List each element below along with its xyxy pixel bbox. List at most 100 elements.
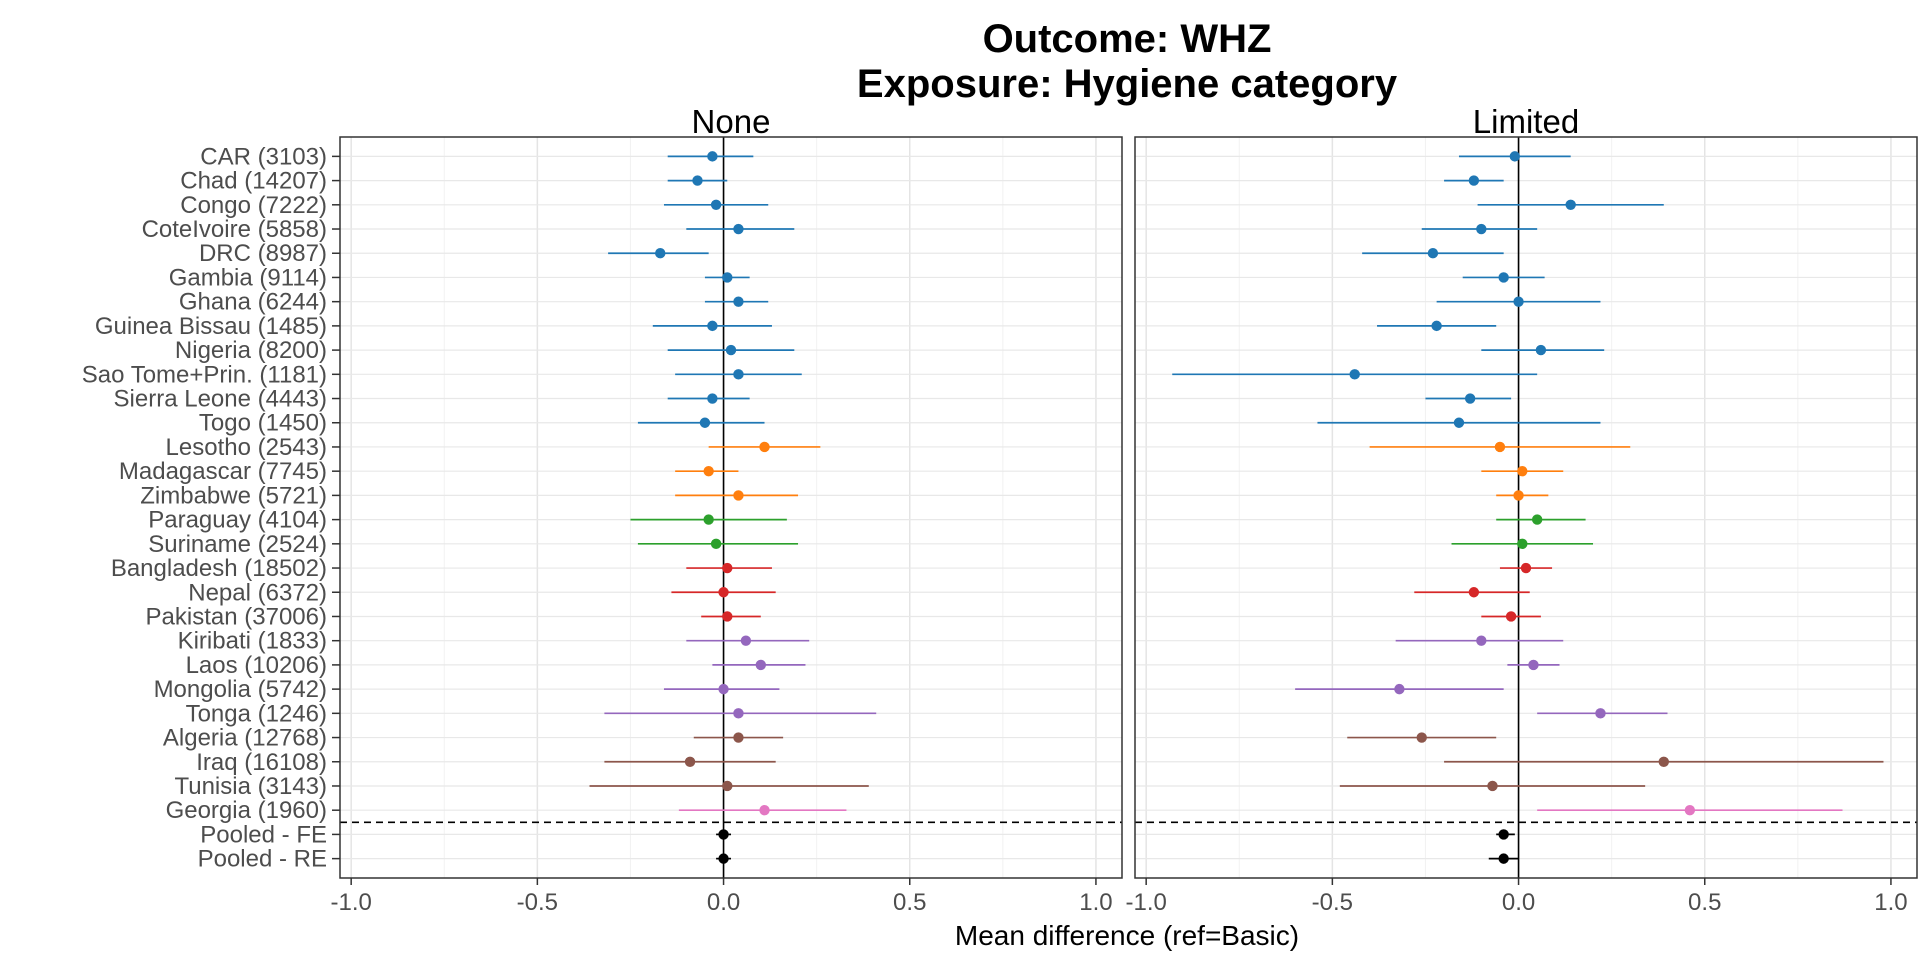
estimate-point: [1394, 683, 1405, 695]
y-tick-label: Paraguay (4104): [148, 507, 327, 534]
chart-subtitle: Exposure: Hygiene category: [857, 62, 1398, 106]
estimate-point: [1531, 514, 1543, 525]
estimate-point: [707, 151, 718, 162]
y-tick-label: Nepal (6372): [188, 579, 327, 606]
estimate-point: [718, 683, 729, 695]
panel-none: None -1.0 -0.5 0.0 0.5 1.0: [330, 103, 1123, 916]
y-tick-label: Tunisia (3143): [174, 773, 327, 800]
y-tick-label: Pakistan (37006): [146, 603, 327, 630]
y-tick-label: Congo (7222): [180, 192, 327, 219]
estimate-point: [755, 659, 766, 671]
y-tick-label: Sao Tome+Prin. (1181): [82, 361, 327, 388]
y-tick-label: Georgia (1960): [166, 797, 327, 824]
y-tick-label: Kiribati (1833): [178, 628, 327, 655]
estimate-point: [759, 804, 770, 816]
y-tick-label: Nigeria (8200): [175, 337, 327, 364]
estimate-point: [733, 223, 744, 235]
estimate-point: [733, 732, 744, 743]
estimate-point: [718, 587, 729, 598]
estimate-point: [1505, 611, 1517, 622]
x-tick-label: 0.5: [893, 889, 926, 916]
estimate-point: [710, 538, 722, 550]
estimate-point: [1468, 587, 1480, 598]
y-tick-label: Suriname (2524): [148, 531, 327, 558]
y-tick-label: Chad (14207): [180, 168, 327, 195]
panel-strip-label: None: [692, 103, 771, 140]
y-tick-label: Pooled - RE: [198, 846, 327, 873]
y-tick-label: Guinea Bissau (1485): [95, 313, 327, 340]
chart-title: Outcome: WHZ: [983, 17, 1272, 61]
estimate-point: [710, 199, 722, 211]
y-tick-label: Madagascar (7745): [119, 458, 327, 485]
x-tick-label: -0.5: [517, 889, 558, 916]
y-tick-label: Tonga (1246): [186, 700, 327, 727]
estimate-point: [1464, 393, 1476, 404]
panel-border: [1134, 136, 1918, 879]
estimate-point: [684, 756, 696, 767]
y-tick-label: Mongolia (5742): [154, 676, 327, 703]
y-tick-label: Iraq (16108): [196, 749, 327, 776]
y-tick-label: Lesotho (2543): [166, 434, 327, 461]
estimate-point: [1427, 248, 1439, 259]
y-tick-label: Zimbabwe (5721): [140, 482, 327, 509]
estimate-point: [718, 853, 729, 864]
estimate-point: [1565, 199, 1576, 211]
estimate-point: [1595, 708, 1606, 719]
estimate-point: [703, 465, 714, 477]
estimate-point: [1498, 829, 1509, 840]
estimate-point: [722, 780, 733, 792]
estimate-point: [1528, 659, 1539, 671]
y-tick-label: Bangladesh (18502): [111, 555, 327, 582]
estimate-point: [722, 272, 733, 283]
estimate-point: [1517, 538, 1528, 550]
estimate-point: [1517, 465, 1528, 477]
estimate-point: [1535, 344, 1547, 356]
estimate-point: [1658, 756, 1669, 767]
estimate-point: [1494, 441, 1506, 453]
estimate-point: [733, 296, 744, 307]
y-tick-label: Pooled - FE: [200, 821, 327, 848]
y-axis-labels: CAR (3103)Chad (14207)Congo (7222)CoteIv…: [82, 143, 340, 873]
y-tick-label: Algeria (12768): [163, 725, 327, 752]
estimate-point: [1509, 151, 1521, 162]
estimate-point: [1520, 562, 1532, 574]
estimate-point: [722, 562, 733, 574]
panel-border: [339, 136, 1123, 879]
estimate-point: [1468, 175, 1480, 186]
facet-panels: None -1.0 -0.5 0.0 0.5 1.0 Limited -1.0 -0.5 0.0 0…: [330, 103, 1918, 916]
estimate-point: [733, 490, 744, 501]
y-tick-label: CAR (3103): [200, 143, 327, 170]
y-tick-label: Togo (1450): [199, 410, 327, 437]
estimate-point: [707, 320, 718, 332]
estimate-point: [1416, 732, 1427, 743]
estimate-point: [1513, 490, 1524, 501]
estimate-point: [725, 344, 737, 356]
y-tick-label: DRC (8987): [199, 240, 327, 267]
x-tick-label: -1.0: [330, 889, 371, 916]
y-tick-label: Sierra Leone (4443): [114, 386, 327, 413]
y-tick-label: Ghana (6244): [179, 289, 327, 316]
x-tick-label: 0.0: [707, 889, 740, 916]
panel-limited: Limited -1.0 -0.5 0.0 0.5 1.0: [1125, 103, 1918, 916]
estimate-point: [740, 635, 752, 646]
estimate-point: [1684, 804, 1696, 816]
estimate-point: [699, 417, 711, 428]
y-tick-label: Laos (10206): [186, 652, 327, 679]
estimate-point: [655, 248, 666, 259]
estimate-point: [1487, 780, 1498, 792]
estimate-point: [1476, 223, 1487, 235]
estimate-point: [1476, 635, 1487, 646]
x-tick-label: 0.0: [1502, 889, 1535, 916]
estimate-point: [722, 611, 733, 622]
x-tick-label: 1.0: [1079, 889, 1112, 916]
x-tick-label: 0.5: [1688, 889, 1721, 916]
estimate-point: [759, 441, 770, 453]
estimate-point: [1431, 320, 1442, 332]
estimate-point: [1498, 272, 1509, 283]
estimate-point: [703, 514, 714, 525]
panel-strip-label: Limited: [1473, 103, 1579, 140]
x-axis-label: Mean difference (ref=Basic): [955, 920, 1299, 951]
estimate-point: [718, 829, 729, 840]
x-tick-label: 1.0: [1874, 889, 1907, 916]
